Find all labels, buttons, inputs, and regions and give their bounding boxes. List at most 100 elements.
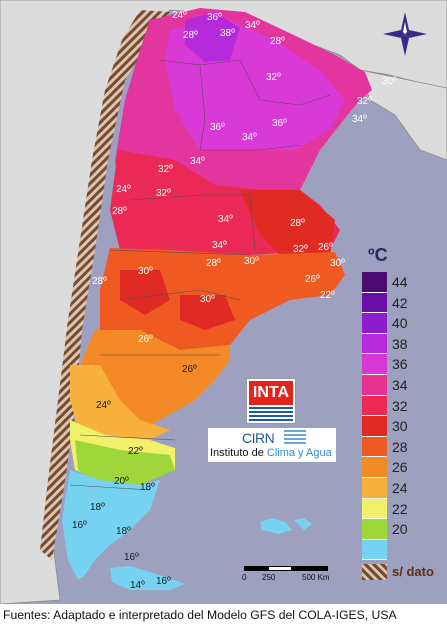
legend-value: 28: [392, 438, 408, 455]
legend-value: 22: [392, 500, 408, 517]
isotherm-label: 28º: [206, 258, 221, 269]
legend-title: ºC: [368, 245, 388, 265]
inta-logo-text: INTA: [249, 381, 293, 405]
isotherm-label: 28º: [112, 206, 127, 217]
isotherm-label: 16º: [72, 520, 87, 531]
legend-value: 40: [392, 315, 408, 332]
isotherm-label: 14º: [130, 580, 145, 591]
compass-rose-icon: [383, 12, 427, 56]
legend-row: 38: [362, 333, 444, 355]
isotherm-label: 34º: [245, 20, 260, 31]
legend-value: 32: [392, 397, 408, 414]
province-boundaries: [69, 59, 331, 491]
legend-value: 36: [392, 356, 408, 373]
isotherm-label: 28º: [183, 30, 198, 41]
legend-swatch: [362, 436, 387, 458]
legend-row: 26: [362, 457, 444, 478]
cirn-logo-text: CIRN: [242, 430, 275, 446]
institute-prefix: Instituto de: [210, 447, 267, 459]
legend-row: 30: [362, 416, 444, 437]
scale-segment-1: [244, 566, 268, 571]
institute-accent: Clima y Agua: [266, 447, 332, 459]
legend-swatch: [362, 292, 387, 314]
isotherm-label: 30º: [200, 294, 215, 305]
legend-swatch: [362, 416, 387, 437]
zone-center-hot: [120, 270, 235, 330]
malvinas-islands: [260, 518, 312, 534]
isotherm-label: 16º: [124, 552, 139, 563]
isotherm-label: 34º: [352, 114, 367, 125]
legend-swatch: [362, 354, 387, 375]
isotherm-label: 26º: [318, 242, 333, 253]
scale-label-500: 500 Km: [302, 573, 330, 582]
isotherm-label: 22º: [320, 290, 335, 301]
zone-north-hot: [185, 12, 240, 62]
nodata-swatch: [362, 564, 387, 581]
legend-swatch: [362, 313, 387, 334]
legend-row: 32: [362, 395, 444, 417]
source-text: Fuentes: Adaptado e interpretado del Mod…: [3, 608, 397, 622]
isotherm-label: 28º: [290, 218, 305, 229]
isotherm-label: 18º: [140, 482, 155, 493]
isotherm-label: 38º: [220, 28, 235, 39]
isotherm-label: 26º: [138, 334, 153, 345]
isotherm-label: 28º: [270, 36, 285, 47]
isotherm-label: 34º: [190, 156, 205, 167]
legend-swatch: [362, 498, 387, 520]
zone-south-1: [70, 365, 170, 440]
zone-south-3: [75, 440, 175, 485]
legend-row: 22: [362, 498, 444, 520]
scale-label-250: 250: [262, 573, 276, 582]
legend-value: 30: [392, 418, 408, 435]
isotherm-label: 30º: [330, 258, 345, 269]
isotherm-label: 16º: [156, 576, 171, 587]
legend-row: 34: [362, 374, 444, 396]
isotherm-label: 18º: [90, 502, 105, 513]
isotherm-label: 26º: [182, 364, 197, 375]
legend-swatch: [362, 333, 387, 355]
legend-value: 44: [392, 274, 408, 290]
legend-row: 36: [362, 354, 444, 375]
isotherm-label: 32º: [158, 164, 173, 175]
isotherm-label: 36º: [210, 122, 225, 133]
legend-nodata: s/ dato: [362, 564, 444, 582]
institute-name: Instituto de Clima y Agua: [210, 447, 332, 459]
legend-row: 44: [362, 272, 444, 293]
isotherm-label: 30º: [244, 256, 259, 267]
isotherm-label: 32º: [266, 72, 281, 83]
isotherm-label: 34º: [212, 240, 227, 251]
legend-swatch: [362, 539, 387, 561]
isotherm-label: 24º: [172, 10, 187, 21]
argentina-mainland: [62, 8, 372, 590]
legend-swatch: [362, 519, 387, 540]
isotherm-label: 32º: [357, 96, 372, 107]
legend-rows: 44 42 40 38 36 34 32 30 28 26 24 22 20: [362, 272, 444, 561]
legend-value: 20: [392, 521, 408, 538]
inta-logo: INTA: [246, 378, 296, 424]
legend: ºC 44 42 40 38 36 34 32 30 28 26 24 22 20 s/ dato: [362, 245, 444, 582]
isotherm-label: 30º: [382, 76, 397, 87]
scale-bar: 0 250 500 Km: [238, 558, 358, 588]
legend-row: [362, 539, 444, 561]
legend-value: 38: [392, 335, 408, 352]
scale-label-0: 0: [242, 573, 247, 582]
isotherm-label: 36º: [207, 12, 222, 23]
isotherm-label: 30º: [138, 266, 153, 277]
legend-row: 24: [362, 477, 444, 499]
legend-row: 20: [362, 519, 444, 540]
legend-swatch: [362, 395, 387, 417]
inta-wave-icon: [249, 407, 293, 421]
cirn-logo: CIRN Instituto de Clima y Agua: [208, 428, 336, 462]
isotherm-label: 24º: [116, 184, 131, 195]
legend-value: 26: [392, 459, 408, 476]
isotherm-label: 32º: [156, 188, 171, 199]
isotherm-label: 20º: [114, 476, 129, 487]
isotherm-label: 26º: [305, 274, 320, 285]
neighbouring-land-east: [359, 69, 447, 161]
legend-swatch: [362, 457, 387, 478]
legend-row: 42: [362, 292, 444, 314]
legend-value: 34: [392, 376, 408, 393]
legend-row: 40: [362, 313, 444, 334]
footer: Fuentes: Adaptado e interpretado del Mod…: [0, 604, 447, 627]
scale-segment-3: [292, 566, 328, 571]
